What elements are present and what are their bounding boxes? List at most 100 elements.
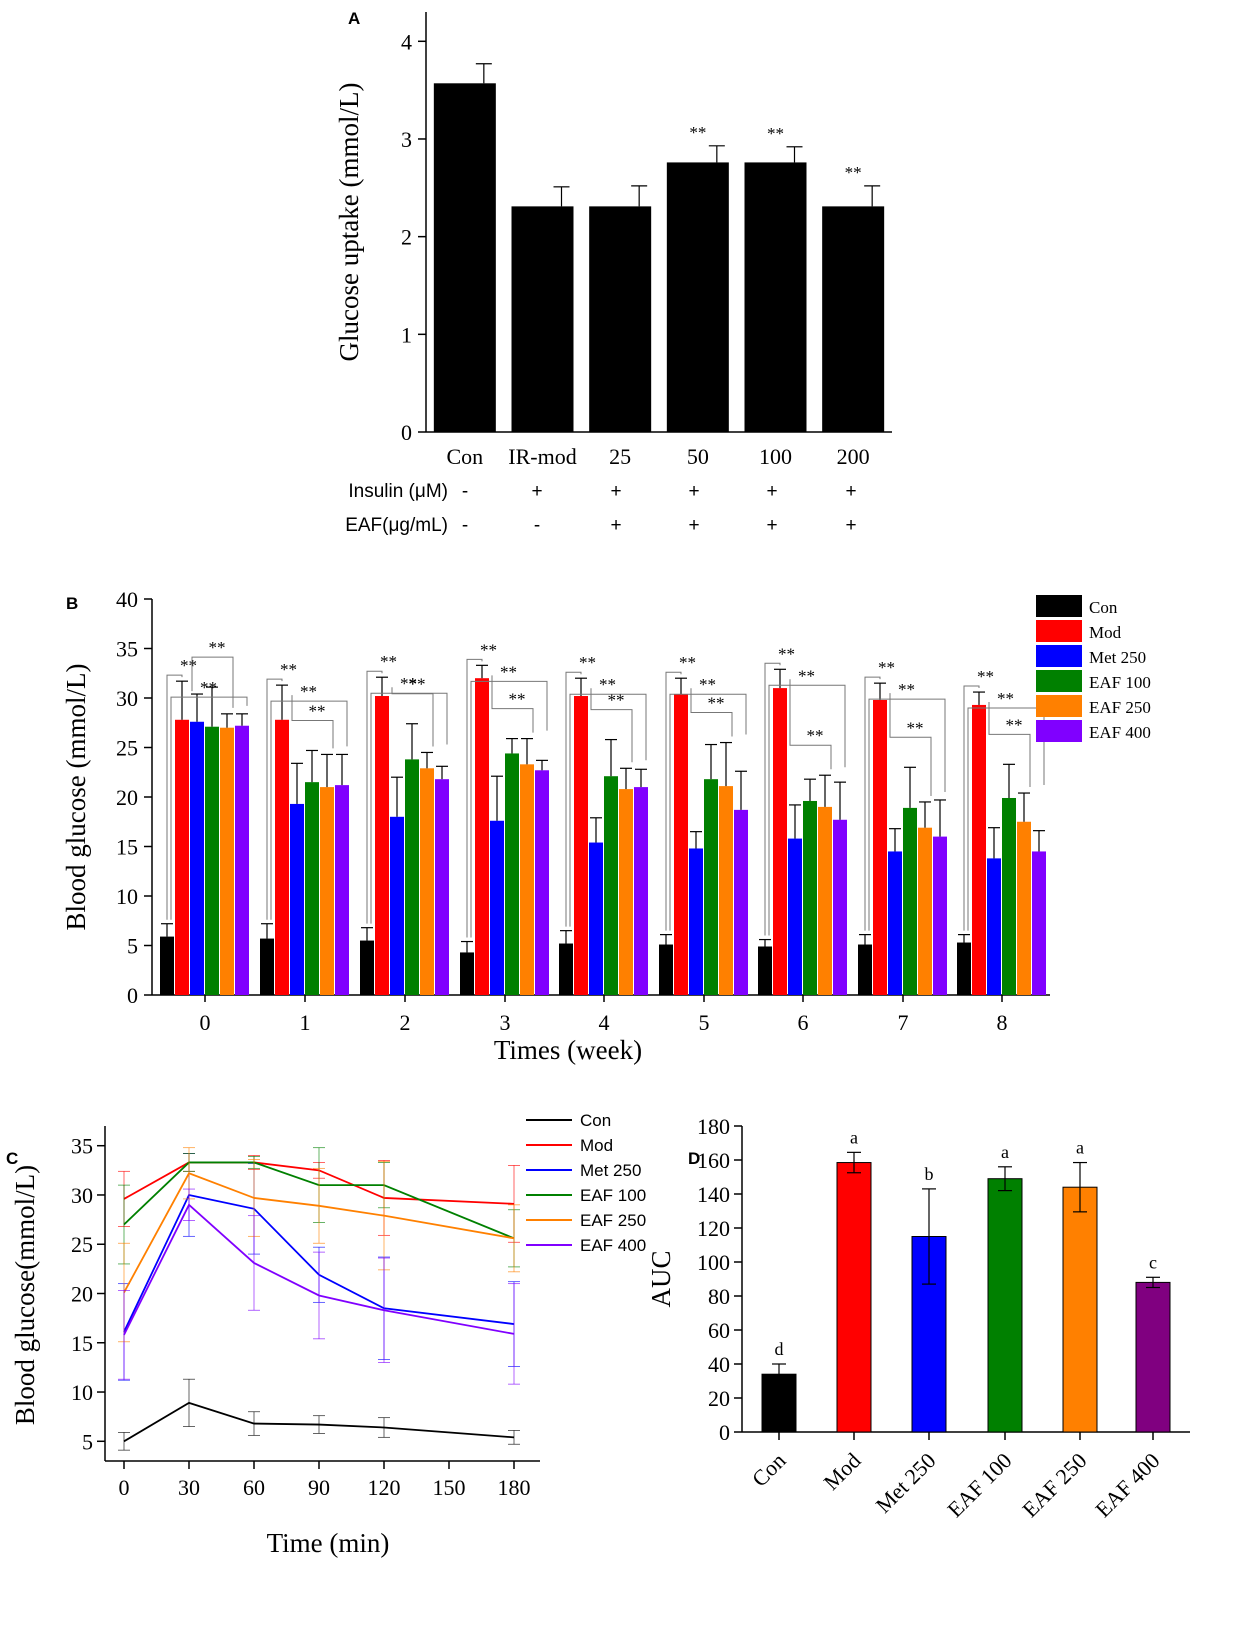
significance-mark: ** bbox=[689, 123, 706, 142]
panel-c-letter: C bbox=[6, 1149, 18, 1168]
bar-mod bbox=[275, 719, 289, 995]
group-letter: b bbox=[925, 1164, 934, 1184]
legend-label: EAF 100 bbox=[580, 1186, 646, 1205]
y-tick-label: 120 bbox=[697, 1216, 730, 1241]
significance-mark: ** bbox=[480, 640, 497, 659]
y-tick-label: 10 bbox=[116, 884, 138, 909]
x-tick-label: EAF 400 bbox=[1090, 1448, 1164, 1522]
y-tick-label: 160 bbox=[697, 1148, 730, 1173]
x-tick-label: 120 bbox=[368, 1475, 401, 1500]
significance-mark: ** bbox=[209, 638, 226, 657]
y-tick-label: 15 bbox=[71, 1331, 93, 1356]
significance-bracket bbox=[963, 685, 980, 931]
y-tick-label: 5 bbox=[82, 1429, 93, 1454]
x-tick-label: 6 bbox=[798, 1010, 809, 1035]
y-tick-label: 35 bbox=[71, 1134, 93, 1159]
panel-b-letter: B bbox=[66, 594, 78, 613]
y-tick-label: 20 bbox=[116, 785, 138, 810]
bar-eaf-100 bbox=[704, 779, 718, 995]
row-mark: + bbox=[610, 515, 621, 536]
row-mark: - bbox=[462, 515, 468, 536]
line-mod bbox=[123, 1161, 515, 1205]
x-tick-label: 0 bbox=[200, 1010, 211, 1035]
significance-mark: ** bbox=[699, 675, 716, 694]
legend-swatch-con bbox=[1036, 595, 1082, 617]
bar-eaf-400 bbox=[435, 779, 449, 995]
legend-label: Con bbox=[1089, 598, 1118, 617]
bar-eaf-250 bbox=[818, 806, 832, 995]
bar-eaf-100 bbox=[505, 753, 519, 995]
x-tick-label: 5 bbox=[699, 1010, 710, 1035]
bar-eaf-400 bbox=[335, 785, 349, 995]
significance-bracket bbox=[370, 692, 448, 924]
y-tick-label: 5 bbox=[127, 934, 138, 959]
line-eaf-250 bbox=[123, 1172, 515, 1293]
bar-mod bbox=[375, 696, 389, 995]
y-tick-label: 30 bbox=[116, 686, 138, 711]
significance-mark: ** bbox=[280, 660, 297, 679]
bar-eaf-100 bbox=[903, 807, 917, 995]
row-mark: + bbox=[766, 515, 777, 536]
bar-mod bbox=[836, 1162, 872, 1433]
bar-eaf-250 bbox=[719, 786, 733, 995]
legend-label: Mod bbox=[580, 1136, 613, 1155]
significance-mark: ** bbox=[509, 690, 526, 709]
bar-eaf-400 bbox=[833, 819, 847, 995]
significance-mark: ** bbox=[807, 726, 824, 745]
bar-con bbox=[858, 944, 872, 995]
bar-met-250 bbox=[589, 842, 603, 995]
significance-bracket bbox=[366, 670, 383, 924]
y-tick-label: 80 bbox=[708, 1284, 730, 1309]
bar-eaf-250 bbox=[220, 727, 234, 995]
y-tick-label: 2 bbox=[401, 225, 412, 250]
legend-label: EAF 250 bbox=[1089, 698, 1151, 717]
bar-con bbox=[360, 940, 374, 995]
row-mark: + bbox=[531, 481, 542, 502]
row-mark: - bbox=[534, 515, 540, 536]
legend-label: EAF 100 bbox=[1089, 673, 1151, 692]
significance-bracket bbox=[889, 693, 932, 796]
significance-mark: ** bbox=[767, 124, 784, 143]
group-letter: d bbox=[775, 1339, 784, 1359]
legend-label: Con bbox=[580, 1111, 611, 1130]
bar-eaf-400 bbox=[535, 770, 549, 995]
significance-bracket bbox=[565, 671, 582, 927]
bar-eaf-100 bbox=[305, 782, 319, 995]
x-tick-label: 0 bbox=[119, 1475, 130, 1500]
bar-eaf-400 bbox=[734, 809, 748, 995]
x-axis-title: Times (week) bbox=[494, 1035, 642, 1065]
y-tick-label: 35 bbox=[116, 637, 138, 662]
row-mark: + bbox=[688, 515, 699, 536]
bar-con bbox=[460, 952, 474, 995]
group-letter: a bbox=[1076, 1138, 1084, 1158]
x-tick-label: 150 bbox=[433, 1475, 466, 1500]
significance-bracket bbox=[868, 698, 946, 931]
significance-mark: ** bbox=[898, 680, 915, 699]
line-con bbox=[123, 1401, 515, 1443]
x-tick-label: 4 bbox=[599, 1010, 610, 1035]
bar-met-250 bbox=[689, 848, 703, 995]
panel-c: C 5 10 15 20 25 30 35 0 30 60 90 120 150 180 Blood glu… bbox=[6, 1111, 646, 1558]
significance-mark: ** bbox=[200, 678, 217, 697]
significance-mark: ** bbox=[309, 701, 326, 720]
significance-mark: ** bbox=[878, 658, 895, 677]
significance-mark: ** bbox=[500, 662, 517, 681]
bar-eaf-250 bbox=[1017, 821, 1031, 995]
significance-bracket bbox=[690, 688, 733, 737]
significance-bracket bbox=[988, 702, 1031, 788]
bar-eaf-250 bbox=[520, 764, 534, 995]
y-tick-label: 100 bbox=[697, 1250, 730, 1275]
significance-mark: ** bbox=[380, 652, 397, 671]
bar-met-250 bbox=[190, 721, 204, 995]
bar-eaf-250 bbox=[320, 787, 334, 995]
legend-label: EAF 400 bbox=[580, 1236, 646, 1255]
group-letter: a bbox=[850, 1127, 858, 1147]
x-tick-label: 7 bbox=[898, 1010, 909, 1035]
significance-bracket bbox=[266, 678, 283, 920]
row-label: Insulin (μM) bbox=[348, 481, 448, 502]
significance-bracket bbox=[768, 684, 846, 936]
significance-mark: ** bbox=[300, 682, 317, 701]
significance-mark: ** bbox=[599, 675, 616, 694]
y-tick-label: 60 bbox=[708, 1318, 730, 1343]
